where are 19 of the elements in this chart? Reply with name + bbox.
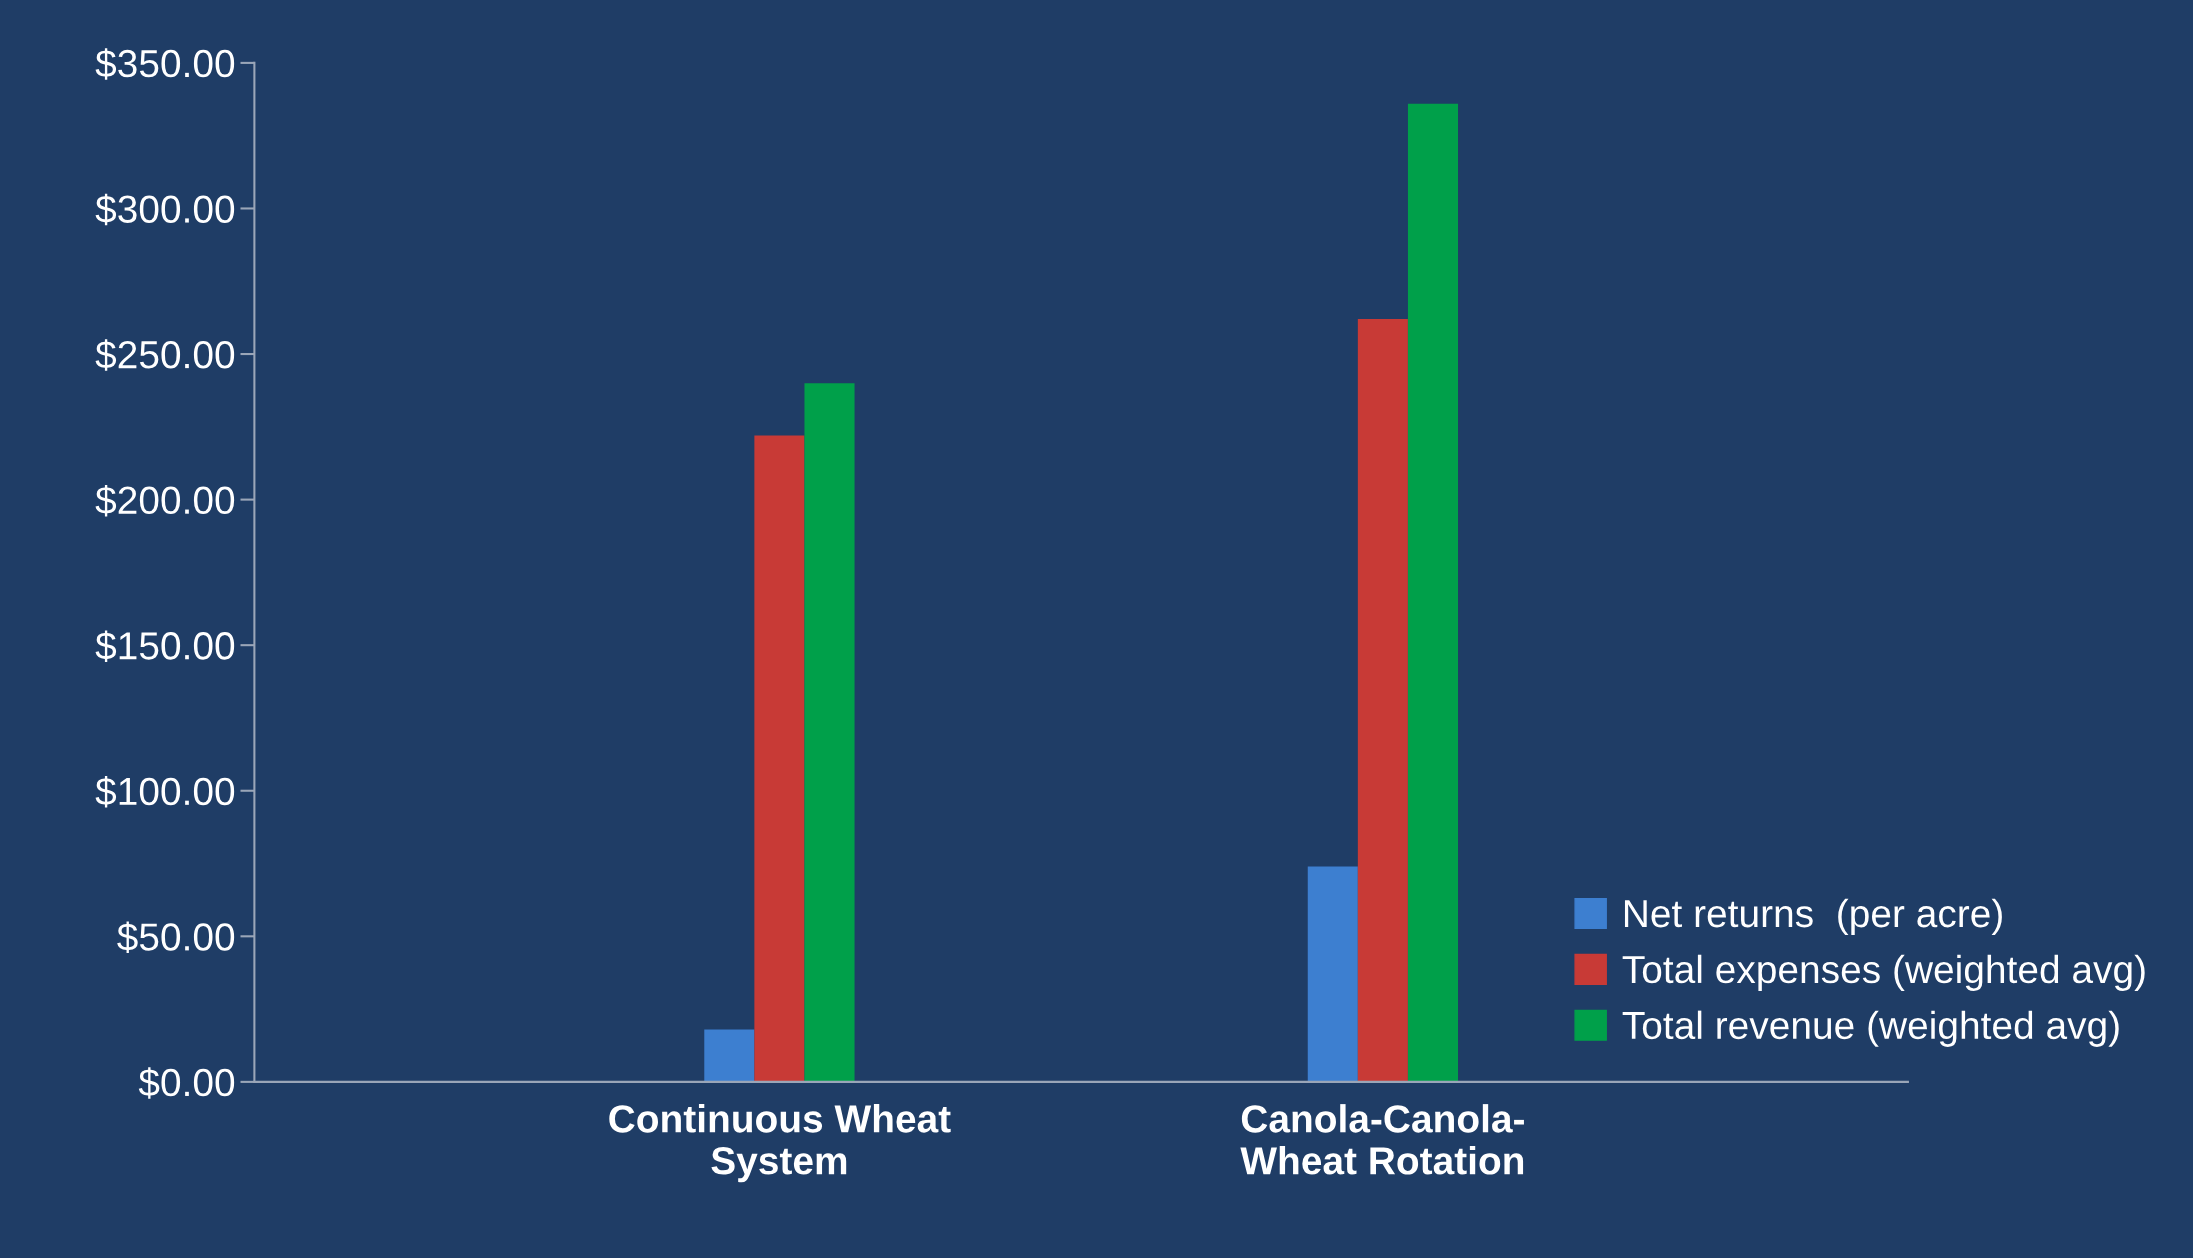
bar: [1407, 103, 1459, 1082]
y-tick-label: $250.00: [95, 339, 235, 371]
bar: [1357, 319, 1408, 1082]
y-tick-label: $100.00: [95, 776, 235, 808]
x-tick-label: Canola-Canola- Wheat Rotation: [1240, 1104, 1524, 1175]
legend-label: Net returns (per acre): [1624, 898, 2002, 936]
x-tick-label: Continuous Wheat System: [609, 1104, 951, 1183]
bar: [1307, 866, 1358, 1082]
bar: [704, 1029, 755, 1082]
y-tick-label: $0.00: [138, 1067, 235, 1099]
y-tick-label: $350.00: [95, 48, 235, 80]
y-tick-label: $150.00: [95, 630, 235, 662]
legend-label: Total revenue (weighted avg): [1622, 1010, 2119, 1047]
bar: [754, 435, 805, 1082]
y-tick-label: $200.00: [95, 484, 235, 517]
legend-label: Total expenses (weighted avg): [1622, 954, 2145, 991]
y-tick-label: $50.00: [117, 921, 235, 954]
y-tick-label: $300.00: [95, 193, 235, 226]
bar: [804, 383, 855, 1082]
